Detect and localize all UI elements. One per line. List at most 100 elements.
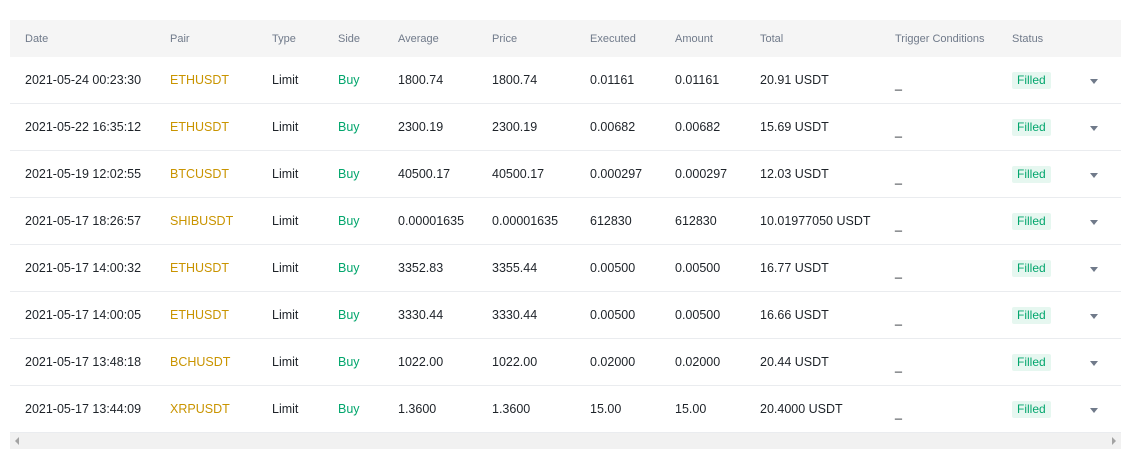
order-total: 16.66 USDT bbox=[760, 308, 829, 322]
order-average: 1022.00 bbox=[398, 355, 444, 369]
order-status-cell: Filled bbox=[1012, 151, 1051, 197]
header-total: Total bbox=[760, 32, 784, 45]
table-row: 2021-05-17 14:00:32 ETHUSDT Limit Buy 3352.8… bbox=[10, 245, 1121, 292]
order-total: 20.44 USDT bbox=[760, 355, 829, 369]
order-type: Limit bbox=[272, 402, 299, 416]
status-badge: Filled bbox=[1012, 259, 1051, 277]
order-date: 2021-05-22 16:35:12 bbox=[25, 120, 142, 134]
arrow-left-icon[interactable] bbox=[15, 437, 19, 445]
order-total: 10.01977050 USDT bbox=[760, 214, 871, 228]
order-trigger-conditions: _ bbox=[895, 124, 902, 138]
order-average: 1.3600 bbox=[398, 402, 437, 416]
caret-down-icon[interactable] bbox=[1090, 126, 1098, 131]
order-status-cell: Filled bbox=[1012, 104, 1051, 150]
horizontal-scrollbar[interactable] bbox=[10, 433, 1121, 449]
order-pair[interactable]: SHIBUSDT bbox=[170, 214, 234, 228]
order-total: 20.91 USDT bbox=[760, 73, 829, 87]
caret-down-icon[interactable] bbox=[1090, 314, 1098, 319]
order-average: 1800.74 bbox=[398, 73, 444, 87]
order-side: Buy bbox=[338, 214, 360, 228]
order-type: Limit bbox=[272, 73, 299, 87]
order-amount: 612830 bbox=[675, 214, 717, 228]
table-header: Date Pair Type Side Average Price Execut… bbox=[10, 20, 1121, 57]
status-badge: Filled bbox=[1012, 353, 1051, 371]
header-side: Side bbox=[338, 32, 361, 45]
status-badge: Filled bbox=[1012, 306, 1051, 324]
order-average: 2300.19 bbox=[398, 120, 444, 134]
order-total: 15.69 USDT bbox=[760, 120, 829, 134]
order-executed: 0.00682 bbox=[590, 120, 636, 134]
expand-row-button[interactable] bbox=[1090, 198, 1098, 244]
order-type: Limit bbox=[272, 214, 299, 228]
header-average: Average bbox=[398, 32, 439, 45]
order-price: 3330.44 bbox=[492, 308, 538, 322]
order-price: 0.00001635 bbox=[492, 214, 559, 228]
order-date: 2021-05-24 00:23:30 bbox=[25, 73, 142, 87]
expand-row-button[interactable] bbox=[1090, 386, 1098, 432]
table-row: 2021-05-17 14:00:05 ETHUSDT Limit Buy 3330.4… bbox=[10, 292, 1121, 339]
expand-row-button[interactable] bbox=[1090, 292, 1098, 338]
order-side: Buy bbox=[338, 261, 360, 275]
table-row: 2021-05-17 13:48:18 BCHUSDT Limit Buy 1022.0… bbox=[10, 339, 1121, 386]
order-pair[interactable]: BTCUSDT bbox=[170, 167, 230, 181]
order-status-cell: Filled bbox=[1012, 292, 1051, 338]
order-pair[interactable]: ETHUSDT bbox=[170, 73, 230, 87]
expand-row-button[interactable] bbox=[1090, 57, 1098, 103]
order-history-table: Date Pair Type Side Average Price Execut… bbox=[10, 20, 1121, 433]
caret-down-icon[interactable] bbox=[1090, 361, 1098, 366]
order-pair[interactable]: BCHUSDT bbox=[170, 355, 231, 369]
order-date: 2021-05-19 12:02:55 bbox=[25, 167, 142, 181]
order-amount: 0.00500 bbox=[675, 308, 721, 322]
order-executed: 0.01161 bbox=[590, 73, 635, 87]
order-price: 1800.74 bbox=[492, 73, 538, 87]
order-type: Limit bbox=[272, 308, 299, 322]
caret-down-icon[interactable] bbox=[1090, 220, 1098, 225]
order-side: Buy bbox=[338, 308, 360, 322]
order-average: 3352.83 bbox=[398, 261, 444, 275]
caret-down-icon[interactable] bbox=[1090, 408, 1098, 413]
header-trigger-conditions: Trigger Conditions bbox=[895, 32, 985, 45]
expand-row-button[interactable] bbox=[1090, 245, 1098, 291]
order-side: Buy bbox=[338, 120, 360, 134]
order-price: 2300.19 bbox=[492, 120, 538, 134]
order-type: Limit bbox=[272, 120, 299, 134]
order-trigger-conditions: _ bbox=[895, 265, 902, 279]
order-pair[interactable]: ETHUSDT bbox=[170, 261, 230, 275]
order-type: Limit bbox=[272, 261, 299, 275]
order-price: 1022.00 bbox=[492, 355, 538, 369]
expand-row-button[interactable] bbox=[1090, 339, 1098, 385]
order-date: 2021-05-17 13:48:18 bbox=[25, 355, 142, 369]
order-executed: 15.00 bbox=[590, 402, 622, 416]
order-amount: 0.00500 bbox=[675, 261, 721, 275]
header-price: Price bbox=[492, 32, 518, 45]
header-pair: Pair bbox=[170, 32, 190, 45]
order-amount: 0.02000 bbox=[675, 355, 721, 369]
order-trigger-conditions: _ bbox=[895, 406, 902, 420]
caret-down-icon[interactable] bbox=[1090, 173, 1098, 178]
order-price: 1.3600 bbox=[492, 402, 531, 416]
order-amount: 0.000297 bbox=[675, 167, 728, 181]
arrow-right-icon[interactable] bbox=[1112, 437, 1116, 445]
order-pair[interactable]: XRPUSDT bbox=[170, 402, 230, 416]
order-amount: 15.00 bbox=[675, 402, 707, 416]
order-total: 20.4000 USDT bbox=[760, 402, 843, 416]
order-status-cell: Filled bbox=[1012, 245, 1051, 291]
caret-down-icon[interactable] bbox=[1090, 79, 1098, 84]
order-trigger-conditions: _ bbox=[895, 171, 902, 185]
order-average: 40500.17 bbox=[398, 167, 451, 181]
order-executed: 0.00500 bbox=[590, 308, 636, 322]
order-status-cell: Filled bbox=[1012, 198, 1051, 244]
expand-row-button[interactable] bbox=[1090, 104, 1098, 150]
order-pair[interactable]: ETHUSDT bbox=[170, 120, 230, 134]
order-executed: 612830 bbox=[590, 214, 632, 228]
order-date: 2021-05-17 18:26:57 bbox=[25, 214, 142, 228]
order-status-cell: Filled bbox=[1012, 339, 1051, 385]
order-side: Buy bbox=[338, 355, 360, 369]
expand-row-button[interactable] bbox=[1090, 151, 1098, 197]
table-row: 2021-05-17 13:44:09 XRPUSDT Limit Buy 1.3600… bbox=[10, 386, 1121, 433]
caret-down-icon[interactable] bbox=[1090, 267, 1098, 272]
order-pair[interactable]: ETHUSDT bbox=[170, 308, 230, 322]
order-date: 2021-05-17 13:44:09 bbox=[25, 402, 142, 416]
order-side: Buy bbox=[338, 73, 360, 87]
order-trigger-conditions: _ bbox=[895, 218, 902, 232]
